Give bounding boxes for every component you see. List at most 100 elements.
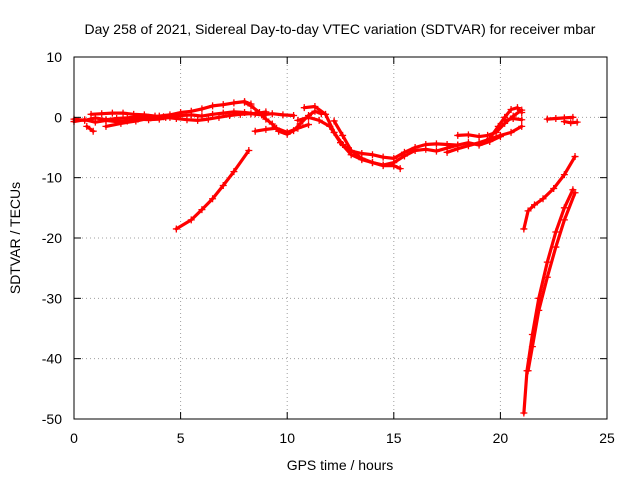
data-point xyxy=(496,131,504,139)
data-point xyxy=(330,117,338,125)
data-point xyxy=(226,112,234,120)
series-band-19 xyxy=(560,118,581,127)
data-point xyxy=(520,409,528,417)
data-point xyxy=(528,343,536,351)
data-point xyxy=(300,104,308,112)
data-point xyxy=(305,121,313,129)
data-point xyxy=(422,145,430,153)
x-tick-label: 5 xyxy=(177,430,185,446)
data-point xyxy=(198,105,206,113)
data-point xyxy=(531,201,539,209)
chart-title: Day 258 of 2021, Sidereal Day-to-day VTE… xyxy=(85,21,596,37)
series-band-14 xyxy=(172,147,253,233)
data-point xyxy=(358,154,366,162)
data-point xyxy=(396,165,404,173)
data-point xyxy=(501,116,509,124)
data-point xyxy=(464,142,472,150)
series-band-16 xyxy=(520,186,577,417)
axis-ticks xyxy=(73,56,608,420)
data-point xyxy=(268,120,276,128)
data-point xyxy=(539,195,547,203)
data-point xyxy=(507,128,515,136)
data-point xyxy=(524,207,532,215)
data-point xyxy=(368,159,376,167)
data-point xyxy=(130,110,138,118)
y-tick-label: -20 xyxy=(42,230,62,246)
data-point xyxy=(518,116,526,124)
data-point xyxy=(187,216,195,224)
data-point xyxy=(311,102,319,110)
y-tick-label: -40 xyxy=(42,351,62,367)
y-axis-label: SDTVAR / TECUs xyxy=(7,182,23,294)
data-point xyxy=(219,182,227,190)
y-tick-label: 10 xyxy=(46,49,62,65)
data-point xyxy=(571,189,579,197)
data-point xyxy=(102,122,110,130)
y-tick-label: -50 xyxy=(42,411,62,427)
data-point xyxy=(247,102,255,110)
series-band-11 xyxy=(443,122,526,156)
data-point xyxy=(543,258,551,266)
data-point xyxy=(132,117,140,125)
data-point xyxy=(209,110,217,118)
series-line xyxy=(522,155,577,231)
data-point xyxy=(305,113,313,121)
data-point xyxy=(209,195,217,203)
data-point xyxy=(91,118,99,126)
data-point xyxy=(552,115,560,123)
data-point xyxy=(432,147,440,155)
data-point xyxy=(432,140,440,148)
x-tick-label: 20 xyxy=(493,430,509,446)
series-line xyxy=(522,188,575,415)
data-point xyxy=(98,110,106,118)
data-point xyxy=(573,118,581,126)
data-point xyxy=(294,116,302,124)
series-line xyxy=(174,148,251,231)
data-point xyxy=(535,306,543,314)
data-point xyxy=(411,147,419,155)
data-point xyxy=(119,109,127,117)
data-point xyxy=(255,109,263,117)
data-point xyxy=(486,134,494,142)
data-point xyxy=(108,109,116,117)
data-point xyxy=(283,130,291,138)
data-point xyxy=(454,145,462,153)
y-tick-label: -10 xyxy=(42,170,62,186)
data-point xyxy=(187,111,195,119)
data-point xyxy=(230,168,238,176)
data-point xyxy=(560,204,568,212)
series-band-10 xyxy=(330,117,404,173)
data-point xyxy=(475,139,483,147)
data-point xyxy=(296,120,304,128)
x-tick-label: 25 xyxy=(599,430,615,446)
data-point xyxy=(443,148,451,156)
data-point xyxy=(198,206,206,214)
data-point xyxy=(241,98,249,106)
data-point xyxy=(560,118,568,126)
data-point xyxy=(315,116,323,124)
data-point xyxy=(279,111,287,119)
data-point xyxy=(569,113,577,121)
data-point xyxy=(215,113,223,121)
data-point xyxy=(552,228,560,236)
data-point xyxy=(251,127,259,135)
data-point xyxy=(379,153,387,161)
data-point xyxy=(160,113,168,121)
data-point xyxy=(262,125,270,133)
data-point xyxy=(518,122,526,130)
data-point xyxy=(326,122,334,130)
data-point xyxy=(290,112,298,120)
data-point xyxy=(513,104,521,112)
data-point xyxy=(275,127,283,135)
data-point xyxy=(550,185,558,193)
data-point xyxy=(245,147,253,155)
y-tick-labels: 10 0 -10 -20 -30 -40 -50 xyxy=(42,49,62,427)
data-point xyxy=(140,111,148,119)
series-band-15 xyxy=(520,153,579,233)
data-point xyxy=(194,116,202,124)
data-point xyxy=(552,243,560,251)
data-point xyxy=(347,147,355,155)
data-point xyxy=(247,110,255,118)
data-point xyxy=(400,152,408,160)
